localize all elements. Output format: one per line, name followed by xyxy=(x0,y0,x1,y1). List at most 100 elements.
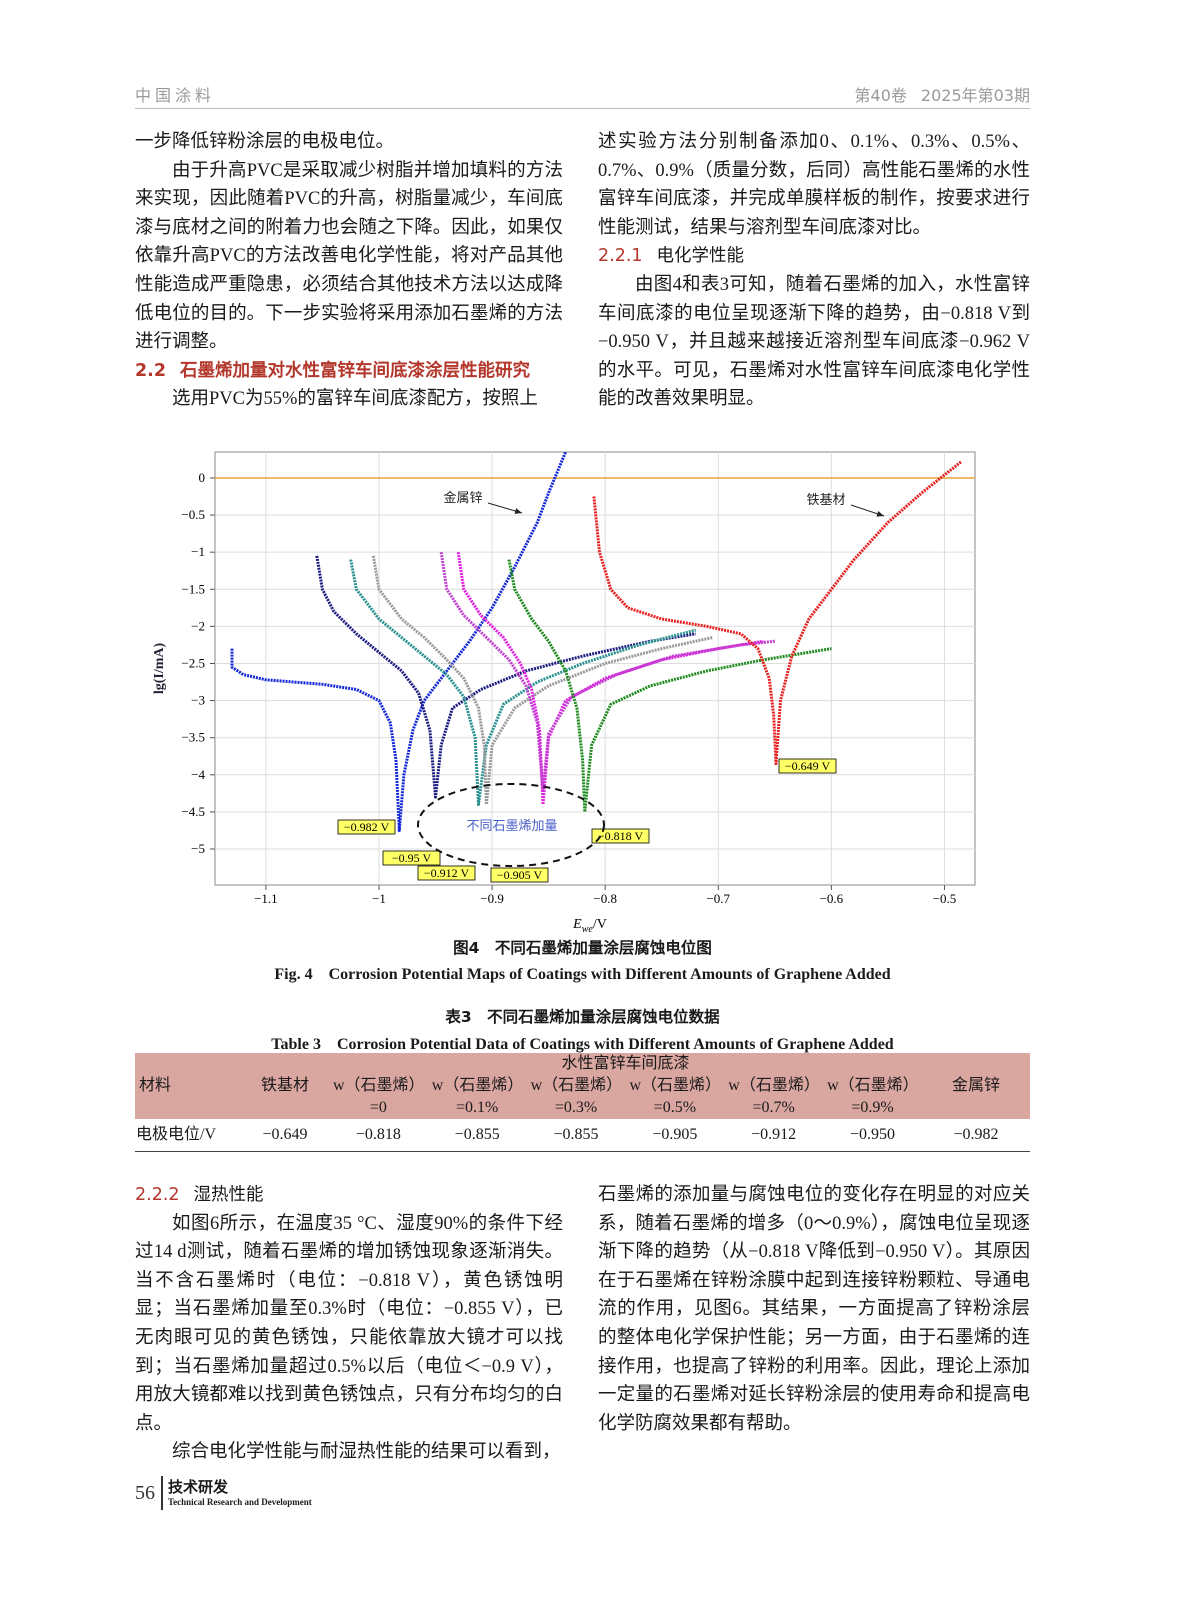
annotation: 金属锌 xyxy=(443,490,482,505)
issue: 2025年第03期 xyxy=(920,86,1030,105)
table-cell: −0.950 xyxy=(850,1126,896,1143)
table-caption: 表3 不同石墨烯加量涂层腐蚀电位数据 xyxy=(445,1008,720,1026)
table-caption-en: Table 3 Corrosion Potential Data of Coat… xyxy=(271,1036,894,1053)
potential-label: −0.818 V xyxy=(598,829,644,843)
potential-label-box xyxy=(337,819,396,835)
table-subheader-line: w（石墨烯） xyxy=(728,1077,820,1094)
section-name-en: Technical Research and Development xyxy=(168,1497,312,1507)
table-header: 铁基材 xyxy=(241,1053,329,1119)
y-tick-label: −1.5 xyxy=(181,581,205,596)
section-number: 2.2 xyxy=(135,360,167,381)
potential-label: −0.982 V xyxy=(344,820,390,834)
x-axis-label-unit: /V xyxy=(593,917,607,932)
y-tick-label: −4 xyxy=(191,767,205,782)
y-tick-label: −3 xyxy=(191,693,205,708)
potential-label: −0.95 V xyxy=(392,851,432,865)
section-number: 2.2.2 xyxy=(135,1185,180,1205)
table-cell: −0.818 xyxy=(355,1126,401,1143)
x-tick-label: −0.6 xyxy=(820,891,844,906)
header-rule xyxy=(135,108,1030,109)
x-tick-label: −0.5 xyxy=(933,891,957,906)
paragraph: 一步降低锌粉涂层的电极电位。 xyxy=(135,132,395,152)
y-axis-label: lg(I/mA) xyxy=(152,643,167,695)
paragraph: 由于升高PVC是采取减少树脂并增加填料的方法来实现，因此随着PVC的升高，树脂量… xyxy=(135,160,563,353)
table-subheader-line: w（石墨烯） xyxy=(333,1077,425,1094)
chart: −1.1 −1 −0.9 −0.8 −0.7 −0.6 −0.5 0 −0.5 −1 −1.5 −2 −… xyxy=(152,451,976,935)
table-cell: −0.912 xyxy=(751,1126,797,1143)
table-cell: −0.855 xyxy=(553,1126,599,1143)
y-tick-label: −0.5 xyxy=(181,507,205,522)
figure-caption-en: Fig. 4 Corrosion Potential Maps of Coati… xyxy=(274,966,891,983)
potential-label-box xyxy=(778,758,837,774)
data-curve xyxy=(439,551,775,792)
potential-label-box xyxy=(490,867,549,883)
table-cell: 电极电位/V xyxy=(136,1126,217,1143)
table-cell: −0.855 xyxy=(454,1126,500,1143)
data-curve xyxy=(349,559,697,806)
table-subheader-line: =0.3% xyxy=(554,1099,598,1116)
table-subheader-line: =0.1% xyxy=(456,1099,499,1116)
y-tick-label: −4.5 xyxy=(181,804,205,819)
data-table: 材料 铁基材 水性富锌车间底漆 金属锌 w（石墨烯） =0 w（石墨烯） =0.1% w… xyxy=(135,1053,1030,1152)
y-tick-label: −2.5 xyxy=(181,655,205,670)
data-curve xyxy=(371,555,713,806)
x-axis-label: Ewe/V xyxy=(572,917,607,935)
annotation-arrow xyxy=(487,502,523,514)
table-subheader: w（石墨烯） =0 xyxy=(329,1075,428,1119)
y-tick-label: −5 xyxy=(191,841,205,856)
table-subheader-line: w（石墨烯） xyxy=(629,1077,721,1094)
data-curve xyxy=(507,559,832,814)
table-subheader: w（石墨烯） =0.9% xyxy=(823,1075,922,1119)
footer-rule xyxy=(161,1476,163,1510)
potential-label: −0.912 V xyxy=(424,866,470,880)
table-subheader: w（石墨烯） =0.5% xyxy=(625,1075,725,1119)
y-tick-label: −1 xyxy=(191,544,205,559)
x-tick-label: −0.9 xyxy=(480,891,504,906)
annotation: 不同石墨烯加量 xyxy=(466,818,557,833)
table-cell: −0.649 xyxy=(262,1126,308,1143)
potential-label-box xyxy=(591,828,650,844)
table-subheader-line: =0 xyxy=(369,1099,387,1116)
x-tick-label: −0.7 xyxy=(706,891,730,906)
column: 一步降低锌粉涂层的电极电位。由于升高PVC是采取减少树脂并增加填料的方法来实现，… xyxy=(135,128,563,414)
section-name: 技术研发 xyxy=(168,1478,229,1496)
x-tick-label: −1.1 xyxy=(254,891,278,906)
potential-label: −0.905 V xyxy=(497,868,543,882)
x-axis-label-sub: we xyxy=(582,924,594,935)
table-cell: −0.905 xyxy=(652,1126,698,1143)
section-title: 石墨烯加量对水性富锌车间底漆涂层性能研究 xyxy=(180,360,531,381)
table-subheader-line: =0.5% xyxy=(653,1099,697,1116)
x-axis-label-main: E xyxy=(572,917,582,932)
paragraph: 选用PVC为55%的富锌车间底漆配方，按照上 xyxy=(172,389,538,410)
table-subheader-line: w（石墨烯） xyxy=(431,1077,524,1094)
data-curve xyxy=(592,460,963,766)
data-curve xyxy=(230,451,567,832)
paragraph: 由图4和表3可知，随着石墨烯的加入，水性富锌车间底漆的电位呈现逐渐下降的趋势，由… xyxy=(598,274,1030,410)
table-subheader: w（石墨烯） =0.3% xyxy=(526,1075,626,1119)
section-heading: 2.2.2 湿热性能 xyxy=(135,1181,563,1210)
page-number: 56 xyxy=(135,1482,155,1504)
section-title: 湿热性能 xyxy=(193,1185,264,1205)
data-curve xyxy=(315,555,696,799)
volume: 第40卷 xyxy=(854,86,907,105)
section-heading: 2.2 石墨烯加量对水性富锌车间底漆涂层性能研究 xyxy=(135,357,563,386)
table-subheader-line: =0.9% xyxy=(851,1099,894,1116)
section-title: 电化学性能 xyxy=(656,246,745,267)
table-header: 金属锌 xyxy=(922,1053,1030,1119)
table-subheader-line: w（石墨烯） xyxy=(530,1077,623,1094)
column: 石墨烯的添加量与腐蚀电位的变化存在明显的对应关系，随着石墨烯的增多（0～0.9%… xyxy=(598,1181,1030,1438)
table-subheader-line: w（石墨烯） xyxy=(827,1077,919,1094)
annotation: 铁基材 xyxy=(806,492,845,507)
issue-info: 第40卷 2025年第03期 xyxy=(855,82,1030,106)
potential-label: −0.649 V xyxy=(785,759,831,773)
section-heading: 2.2.1 电化学性能 xyxy=(598,242,1030,271)
y-tick-label: −2 xyxy=(191,618,205,633)
table-subheader-line: =0.7% xyxy=(752,1099,795,1116)
figure-caption: 图4 不同石墨烯加量涂层腐蚀电位图 xyxy=(453,939,712,957)
paragraph: 综合电化学性能与耐湿热性能的结果可以看到， xyxy=(172,1442,561,1463)
paragraph: 石墨烯的添加量与腐蚀电位的变化存在明显的对应关系，随着石墨烯的增多（0～0.9%… xyxy=(598,1185,1030,1434)
annotation-ellipse xyxy=(417,783,605,867)
table-header: 水性富锌车间底漆 xyxy=(329,1053,922,1075)
table-subheader: w（石墨烯） =0.1% xyxy=(427,1075,527,1119)
